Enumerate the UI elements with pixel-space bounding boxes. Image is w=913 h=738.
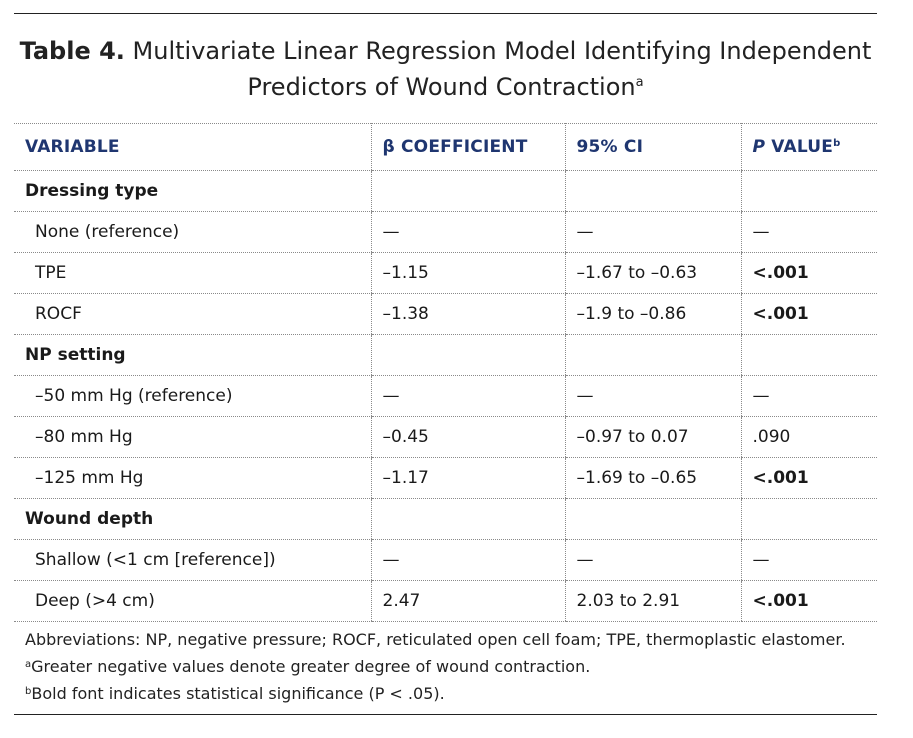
- cell-p-value: [740, 334, 877, 376]
- table-row: Shallow (<1 cm [reference]) — — —: [14, 539, 877, 581]
- footnote-a-marker: a: [25, 659, 32, 670]
- cell-ci: [564, 334, 741, 376]
- header-p-italic: P: [752, 137, 766, 157]
- table-row: ROCF –1.38 –1.9 to –0.86 <.001: [14, 293, 877, 335]
- cell-p-value: [740, 498, 877, 540]
- cell-variable: Wound depth: [14, 498, 371, 540]
- footnote-b-text: Bold font indicates statistical signific…: [31, 684, 445, 703]
- header-p-value: P VALUEb: [740, 123, 877, 171]
- cell-coefficient: —: [370, 375, 565, 417]
- cell-variable: ROCF: [14, 293, 371, 335]
- cell-ci: —: [564, 211, 741, 253]
- table-row: –50 mm Hg (reference) — — —: [14, 375, 877, 417]
- footnote-b-marker: b: [25, 686, 32, 697]
- cell-variable: TPE: [14, 252, 371, 294]
- table-row: Deep (>4 cm) 2.47 2.03 to 2.91 <.001: [14, 580, 877, 622]
- cell-variable: –80 mm Hg: [14, 416, 371, 458]
- group-row: NP setting: [14, 334, 877, 376]
- top-rule: [14, 13, 877, 14]
- cell-variable: –125 mm Hg: [14, 457, 371, 499]
- cell-p-value: <.001: [740, 457, 877, 499]
- cell-p-value: —: [740, 211, 877, 253]
- cell-ci: –1.69 to –0.65: [564, 457, 741, 499]
- group-row: Dressing type: [14, 170, 877, 212]
- footnote-a: aGreater negative values denote greater …: [25, 653, 875, 680]
- footnote-b: bBold font indicates statistical signifi…: [25, 680, 875, 707]
- cell-ci: [564, 498, 741, 540]
- cell-variable: Shallow (<1 cm [reference]): [14, 539, 371, 581]
- cell-variable: None (reference): [14, 211, 371, 253]
- header-variable: VARIABLE: [14, 123, 371, 171]
- cell-variable: Dressing type: [14, 170, 371, 212]
- cell-p-value: <.001: [740, 580, 877, 622]
- cell-ci: —: [564, 539, 741, 581]
- cell-coefficient: —: [370, 539, 565, 581]
- table-row: –125 mm Hg –1.17 –1.69 to –0.65 <.001: [14, 457, 877, 499]
- cell-coefficient: [370, 498, 565, 540]
- table-body: Dressing type None (reference) — — — TPE –1.15…: [14, 170, 877, 622]
- cell-p-value: .090: [740, 416, 877, 458]
- table-number: Table 4.: [19, 37, 125, 65]
- cell-coefficient: –0.45: [370, 416, 565, 458]
- regression-table: VARIABLE β COEFFICIENT 95% CI P VALUEb D…: [14, 123, 877, 622]
- cell-coefficient: –1.17: [370, 457, 565, 499]
- cell-p-value: —: [740, 375, 877, 417]
- cell-p-value: [740, 170, 877, 212]
- table-caption: Multivariate Linear Regression Model Ide…: [132, 37, 872, 101]
- table-row: None (reference) — — —: [14, 211, 877, 253]
- header-p-marker: b: [833, 138, 841, 149]
- cell-p-value: —: [740, 539, 877, 581]
- cell-ci: [564, 170, 741, 212]
- header-p-rest: VALUE: [765, 137, 834, 157]
- table-title: Table 4. Multivariate Linear Regression …: [14, 33, 877, 105]
- cell-ci: —: [564, 375, 741, 417]
- cell-p-value: <.001: [740, 293, 877, 335]
- cell-p-value: <.001: [740, 252, 877, 294]
- cell-ci: –1.9 to –0.86: [564, 293, 741, 335]
- cell-coefficient: [370, 170, 565, 212]
- bottom-rule: [14, 714, 877, 715]
- table-row: TPE –1.15 –1.67 to –0.63 <.001: [14, 252, 877, 294]
- cell-coefficient: —: [370, 211, 565, 253]
- header-coefficient: β COEFFICIENT: [370, 123, 565, 171]
- footnote-a-text: Greater negative values denote greater d…: [31, 657, 591, 676]
- table-row: –80 mm Hg –0.45 –0.97 to 0.07.090: [14, 416, 877, 458]
- cell-coefficient: [370, 334, 565, 376]
- abbreviations-note: Abbreviations: NP, negative pressure; RO…: [25, 630, 846, 649]
- cell-coefficient: –1.38: [370, 293, 565, 335]
- cell-ci: –0.97 to 0.07: [564, 416, 741, 458]
- cell-coefficient: –1.15: [370, 252, 565, 294]
- cell-variable: NP setting: [14, 334, 371, 376]
- group-row: Wound depth: [14, 498, 877, 540]
- footnotes: Abbreviations: NP, negative pressure; RO…: [25, 626, 875, 707]
- title-footnote-marker: a: [635, 75, 644, 90]
- header-ci: 95% CI: [564, 123, 741, 171]
- cell-ci: –1.67 to –0.63: [564, 252, 741, 294]
- cell-coefficient: 2.47: [370, 580, 565, 622]
- cell-variable: –50 mm Hg (reference): [14, 375, 371, 417]
- cell-variable: Deep (>4 cm): [14, 580, 371, 622]
- header-row: VARIABLE β COEFFICIENT 95% CI P VALUEb: [14, 123, 877, 171]
- cell-ci: 2.03 to 2.91: [564, 580, 741, 622]
